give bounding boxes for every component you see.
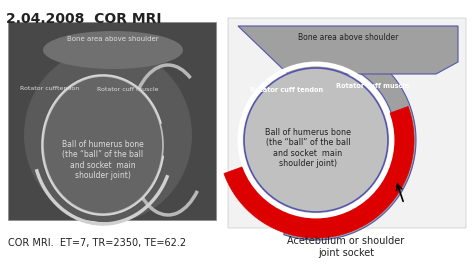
Text: Rotator cuff​tendon: Rotator cuff​tendon: [20, 86, 80, 91]
Text: 2.04.2008  COR MRI: 2.04.2008 COR MRI: [6, 12, 162, 26]
Text: Bone area above shoulder: Bone area above shoulder: [298, 33, 398, 42]
Ellipse shape: [43, 76, 163, 214]
Polygon shape: [283, 40, 416, 240]
Bar: [8, 22, 216, 220]
Text: Rotator cuff muscle: Rotator cuff muscle: [97, 87, 159, 92]
Text: Acetebulum or shoulder
joint socket: Acetebulum or shoulder joint socket: [287, 236, 405, 258]
Polygon shape: [238, 26, 458, 74]
Ellipse shape: [43, 31, 183, 69]
Text: Rotator cuff muscle: Rotator cuff muscle: [336, 83, 409, 89]
Text: Bone area above shoulder: Bone area above shoulder: [67, 36, 159, 42]
Polygon shape: [224, 107, 414, 238]
Text: Rotator cuff tendon: Rotator cuff tendon: [250, 87, 323, 93]
Ellipse shape: [24, 47, 192, 222]
Text: Ball of humerus bone
(the “ball” of the ball
and socket  main
shoulder joint): Ball of humerus bone (the “ball” of the …: [265, 128, 351, 168]
Bar: [228, 18, 466, 228]
Circle shape: [244, 68, 388, 212]
Text: COR MRI.  ET=7, TR=2350, TE=62.2: COR MRI. ET=7, TR=2350, TE=62.2: [8, 238, 186, 248]
Text: Ball of humerus bone
(the “ball” of the ball
and socket  main
shoulder joint): Ball of humerus bone (the “ball” of the …: [62, 140, 144, 180]
